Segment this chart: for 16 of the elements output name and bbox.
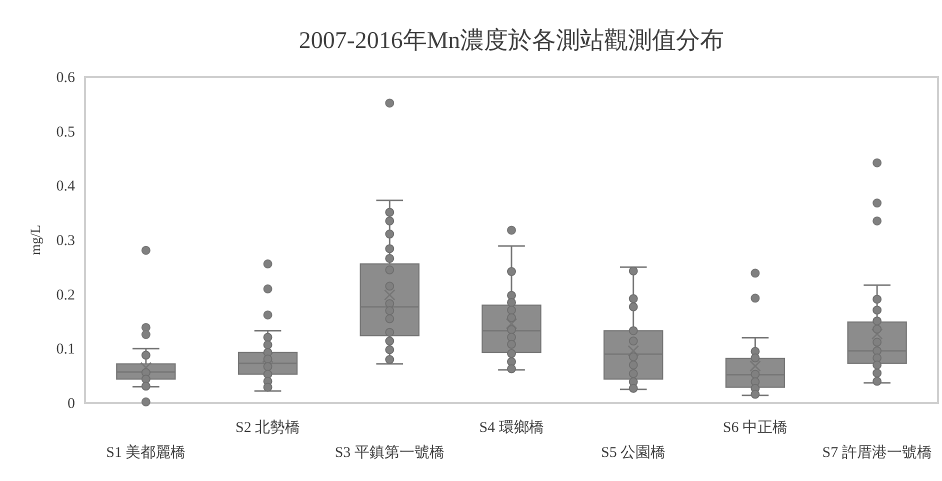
- ytick: 0: [68, 396, 75, 412]
- ytick: 0.1: [56, 342, 75, 358]
- ytick: 0.3: [56, 233, 75, 249]
- title: 2007-2016年Mn濃度於各測站觀測值分布: [298, 28, 724, 54]
- xtick: S2 北勢橋: [236, 420, 300, 436]
- xtick: S5 公園橋: [601, 445, 666, 461]
- xtick: S7 許厝港一號橋: [822, 445, 932, 461]
- xtick: S1 美都麗橋: [106, 445, 186, 461]
- ytick: 0.2: [56, 287, 75, 304]
- ytick: 0.4: [56, 178, 75, 195]
- ylabel: mg/L: [29, 224, 44, 256]
- xtick: S3 平鎮第一號橋: [334, 445, 444, 461]
- ytick: 0.6: [56, 70, 75, 86]
- xtick: S4 環鄉橋: [479, 420, 544, 436]
- xtick: S6 中正橋: [722, 420, 788, 436]
- ytick: 0.5: [56, 124, 75, 140]
